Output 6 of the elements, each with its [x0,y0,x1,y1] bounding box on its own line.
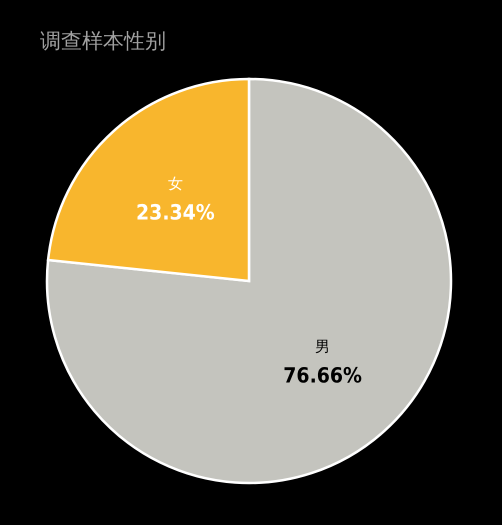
chart-title: 调查样本性别 [40,29,166,53]
pie-slice [46,78,452,484]
slice-label: 男 [315,338,330,356]
slice-label: 女 [168,174,183,192]
data-label: 23.34% [136,200,215,224]
data-label: 76.66% [283,364,362,388]
